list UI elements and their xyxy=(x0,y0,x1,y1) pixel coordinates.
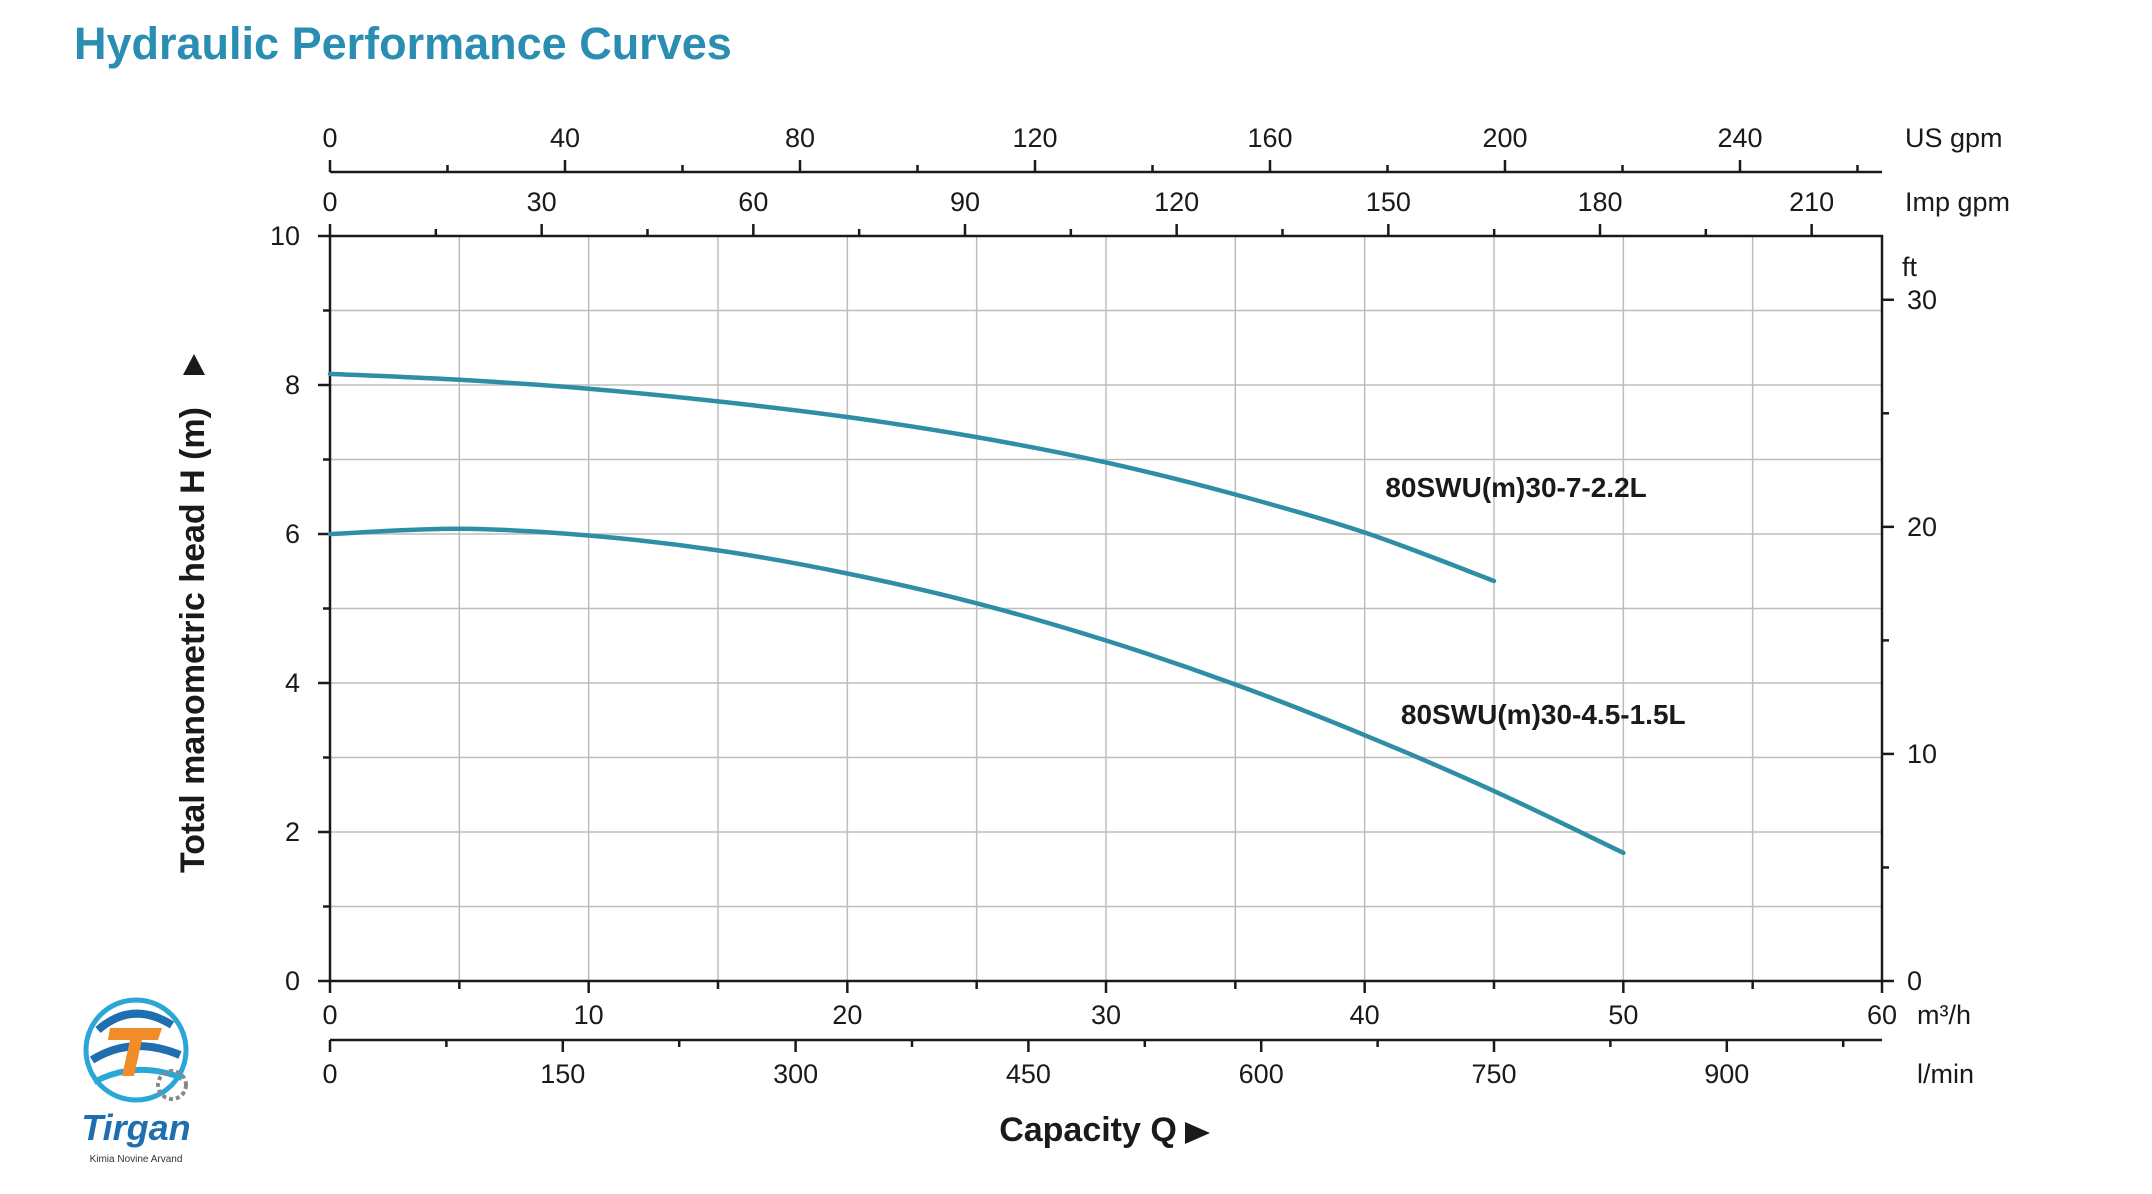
tick-label-m3h: 20 xyxy=(832,1000,862,1030)
curves xyxy=(327,371,1626,856)
axes xyxy=(318,160,1894,1052)
tick-label-usgpm: 160 xyxy=(1247,123,1292,153)
tick-label-impgpm: 0 xyxy=(322,187,337,217)
tick-label-ft: 0 xyxy=(1907,966,1922,996)
tick-label-lmin: 600 xyxy=(1239,1059,1284,1089)
tick-label-usgpm: 240 xyxy=(1717,123,1762,153)
tick-label-lmin: 450 xyxy=(1006,1059,1051,1089)
tick-label-m: 8 xyxy=(285,370,300,400)
tick-label-m3h: 60 xyxy=(1867,1000,1897,1030)
tick-label-m3h: 40 xyxy=(1350,1000,1380,1030)
y-axis-title: Total manometric head H (m) xyxy=(174,407,212,873)
tick-label-m3h: 30 xyxy=(1091,1000,1121,1030)
tick-label-impgpm: 210 xyxy=(1789,187,1834,217)
tick-label-lmin: 750 xyxy=(1471,1059,1516,1089)
tick-label-impgpm: 120 xyxy=(1154,187,1199,217)
tick-label-usgpm: 40 xyxy=(550,123,580,153)
x-axis-arrow-icon xyxy=(1185,1122,1210,1144)
tick-label-m3h: 0 xyxy=(322,1000,337,1030)
tick-label-usgpm: 120 xyxy=(1012,123,1057,153)
tirgan-logo: Tirgan Kimia Novine Arvand xyxy=(81,997,191,1165)
unit-label-usgpm: US gpm xyxy=(1905,123,2003,153)
unit-label-lmin: l/min xyxy=(1917,1059,1974,1089)
tick-label-lmin: 0 xyxy=(322,1059,337,1089)
performance-curve xyxy=(327,371,1497,584)
tick-label-m: 4 xyxy=(285,668,300,698)
tick-label-usgpm: 200 xyxy=(1482,123,1527,153)
unit-label-m3h: m³/h xyxy=(1917,1000,1971,1030)
logo-tagline: Kimia Novine Arvand xyxy=(90,1154,183,1165)
tick-label-impgpm: 180 xyxy=(1577,187,1622,217)
page-title: Hydraulic Performance Curves xyxy=(74,18,732,69)
tick-label-m: 0 xyxy=(285,966,300,996)
labels: 0 10 20 30 40 50 60 m³/h0 150 300 450 600 750 900 l/mi… xyxy=(270,123,2010,1089)
tick-label-ft: 30 xyxy=(1907,285,1937,315)
performance-curve xyxy=(327,526,1626,856)
logo-wordmark: Tirgan xyxy=(81,1107,190,1148)
y-axis-arrow-icon xyxy=(183,354,205,375)
tick-label-ft: 10 xyxy=(1907,739,1937,769)
tick-label-usgpm: 0 xyxy=(322,123,337,153)
curve-label: 80SWU(m)30-7-2.2L xyxy=(1385,472,1646,503)
tick-label-usgpm: 80 xyxy=(785,123,815,153)
unit-label-ft: ft xyxy=(1902,252,1918,282)
tick-label-m3h: 10 xyxy=(574,1000,604,1030)
unit-label-impgpm: Imp gpm xyxy=(1905,187,2010,217)
tick-label-ft: 20 xyxy=(1907,512,1937,542)
tick-label-lmin: 300 xyxy=(773,1059,818,1089)
tick-label-m: 6 xyxy=(285,519,300,549)
tick-label-lmin: 150 xyxy=(540,1059,585,1089)
tick-label-m3h: 50 xyxy=(1608,1000,1638,1030)
curve-label: 80SWU(m)30-4.5-1.5L xyxy=(1401,699,1686,730)
tick-label-impgpm: 30 xyxy=(527,187,557,217)
tick-label-impgpm: 90 xyxy=(950,187,980,217)
grid xyxy=(330,236,1882,981)
tick-label-m: 10 xyxy=(270,221,300,251)
tick-label-m: 2 xyxy=(285,817,300,847)
x-axis-title: Capacity Q xyxy=(999,1111,1177,1149)
tick-label-impgpm: 60 xyxy=(738,187,768,217)
tick-label-impgpm: 150 xyxy=(1366,187,1411,217)
tick-label-lmin: 900 xyxy=(1704,1059,1749,1089)
